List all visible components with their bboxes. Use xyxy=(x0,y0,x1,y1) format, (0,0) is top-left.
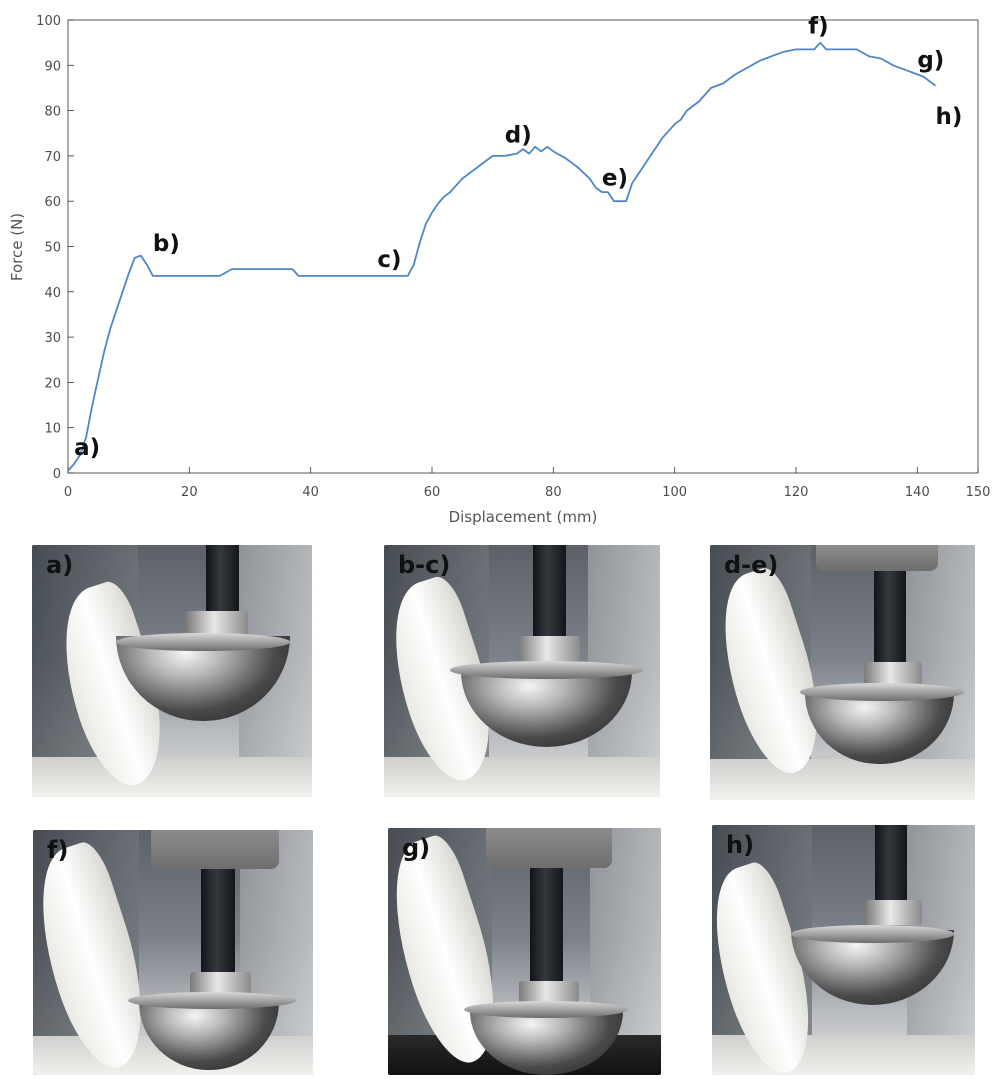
plot-frame xyxy=(67,19,979,474)
photo-panel-d-e: d-e) xyxy=(710,545,975,800)
photo-label-d-e: d-e) xyxy=(724,551,779,579)
x-tick-label: 0 xyxy=(64,485,72,500)
y-tick-label: 90 xyxy=(44,59,61,74)
annotations: a) b) c) d) e) f) g) h) xyxy=(74,14,962,461)
x-tick-label: 40 xyxy=(302,485,319,500)
annotation-label: g) xyxy=(917,48,944,74)
annotation-label: h) xyxy=(936,104,963,130)
y-tick-label: 10 xyxy=(44,422,61,437)
x-tick-label: 20 xyxy=(181,485,198,500)
photo-label-a: a) xyxy=(46,551,74,579)
y-tick-label: 100 xyxy=(36,14,61,29)
axis-ticks: 0 20 40 60 80 100 120 140 150 0 10 20 30 40 50 60 70 80 90… xyxy=(36,14,990,500)
x-tick-label: 80 xyxy=(545,485,562,500)
photo-label-b-c: b-c) xyxy=(398,551,451,579)
annotation-label: d) xyxy=(505,122,532,148)
y-tick-label: 30 xyxy=(44,331,61,346)
annotation-label: a) xyxy=(74,435,100,461)
photo-panel-a: a) xyxy=(32,545,312,797)
photo-panel-g: g) xyxy=(388,828,661,1075)
annotation-label: c) xyxy=(377,247,401,273)
annotation-label: f) xyxy=(808,14,829,40)
x-tick-label: 100 xyxy=(662,485,687,500)
photo-panel-h: h) xyxy=(712,825,975,1075)
photo-label-g: g) xyxy=(402,834,431,862)
x-tick-label: 60 xyxy=(424,485,441,500)
y-tick-label: 80 xyxy=(44,105,61,120)
x-tick-label: 150 xyxy=(966,485,991,500)
photo-label-h: h) xyxy=(726,831,755,859)
y-tick-label: 40 xyxy=(44,286,61,301)
photo-panel-f: f) xyxy=(33,830,313,1075)
annotation-label: e) xyxy=(602,165,628,191)
x-tick-label: 120 xyxy=(784,485,809,500)
y-axis-title: Force (N) xyxy=(8,213,26,281)
force-curve xyxy=(67,41,937,472)
y-tick-label: 0 xyxy=(53,467,61,482)
annotation-label: b) xyxy=(153,231,180,257)
x-axis-title: Displacement (mm) xyxy=(449,508,598,526)
photo-panel-b-c: b-c) xyxy=(384,545,660,797)
y-tick-label: 70 xyxy=(44,150,61,165)
y-tick-label: 60 xyxy=(44,195,61,210)
x-tick-label: 140 xyxy=(905,485,930,500)
y-tick-label: 50 xyxy=(44,241,61,256)
y-tick-label: 20 xyxy=(44,376,61,391)
photo-label-f: f) xyxy=(47,836,69,864)
force-displacement-chart: 0 20 40 60 80 100 120 140 150 0 10 20 30 40 50 60 70 80 90… xyxy=(8,14,990,526)
